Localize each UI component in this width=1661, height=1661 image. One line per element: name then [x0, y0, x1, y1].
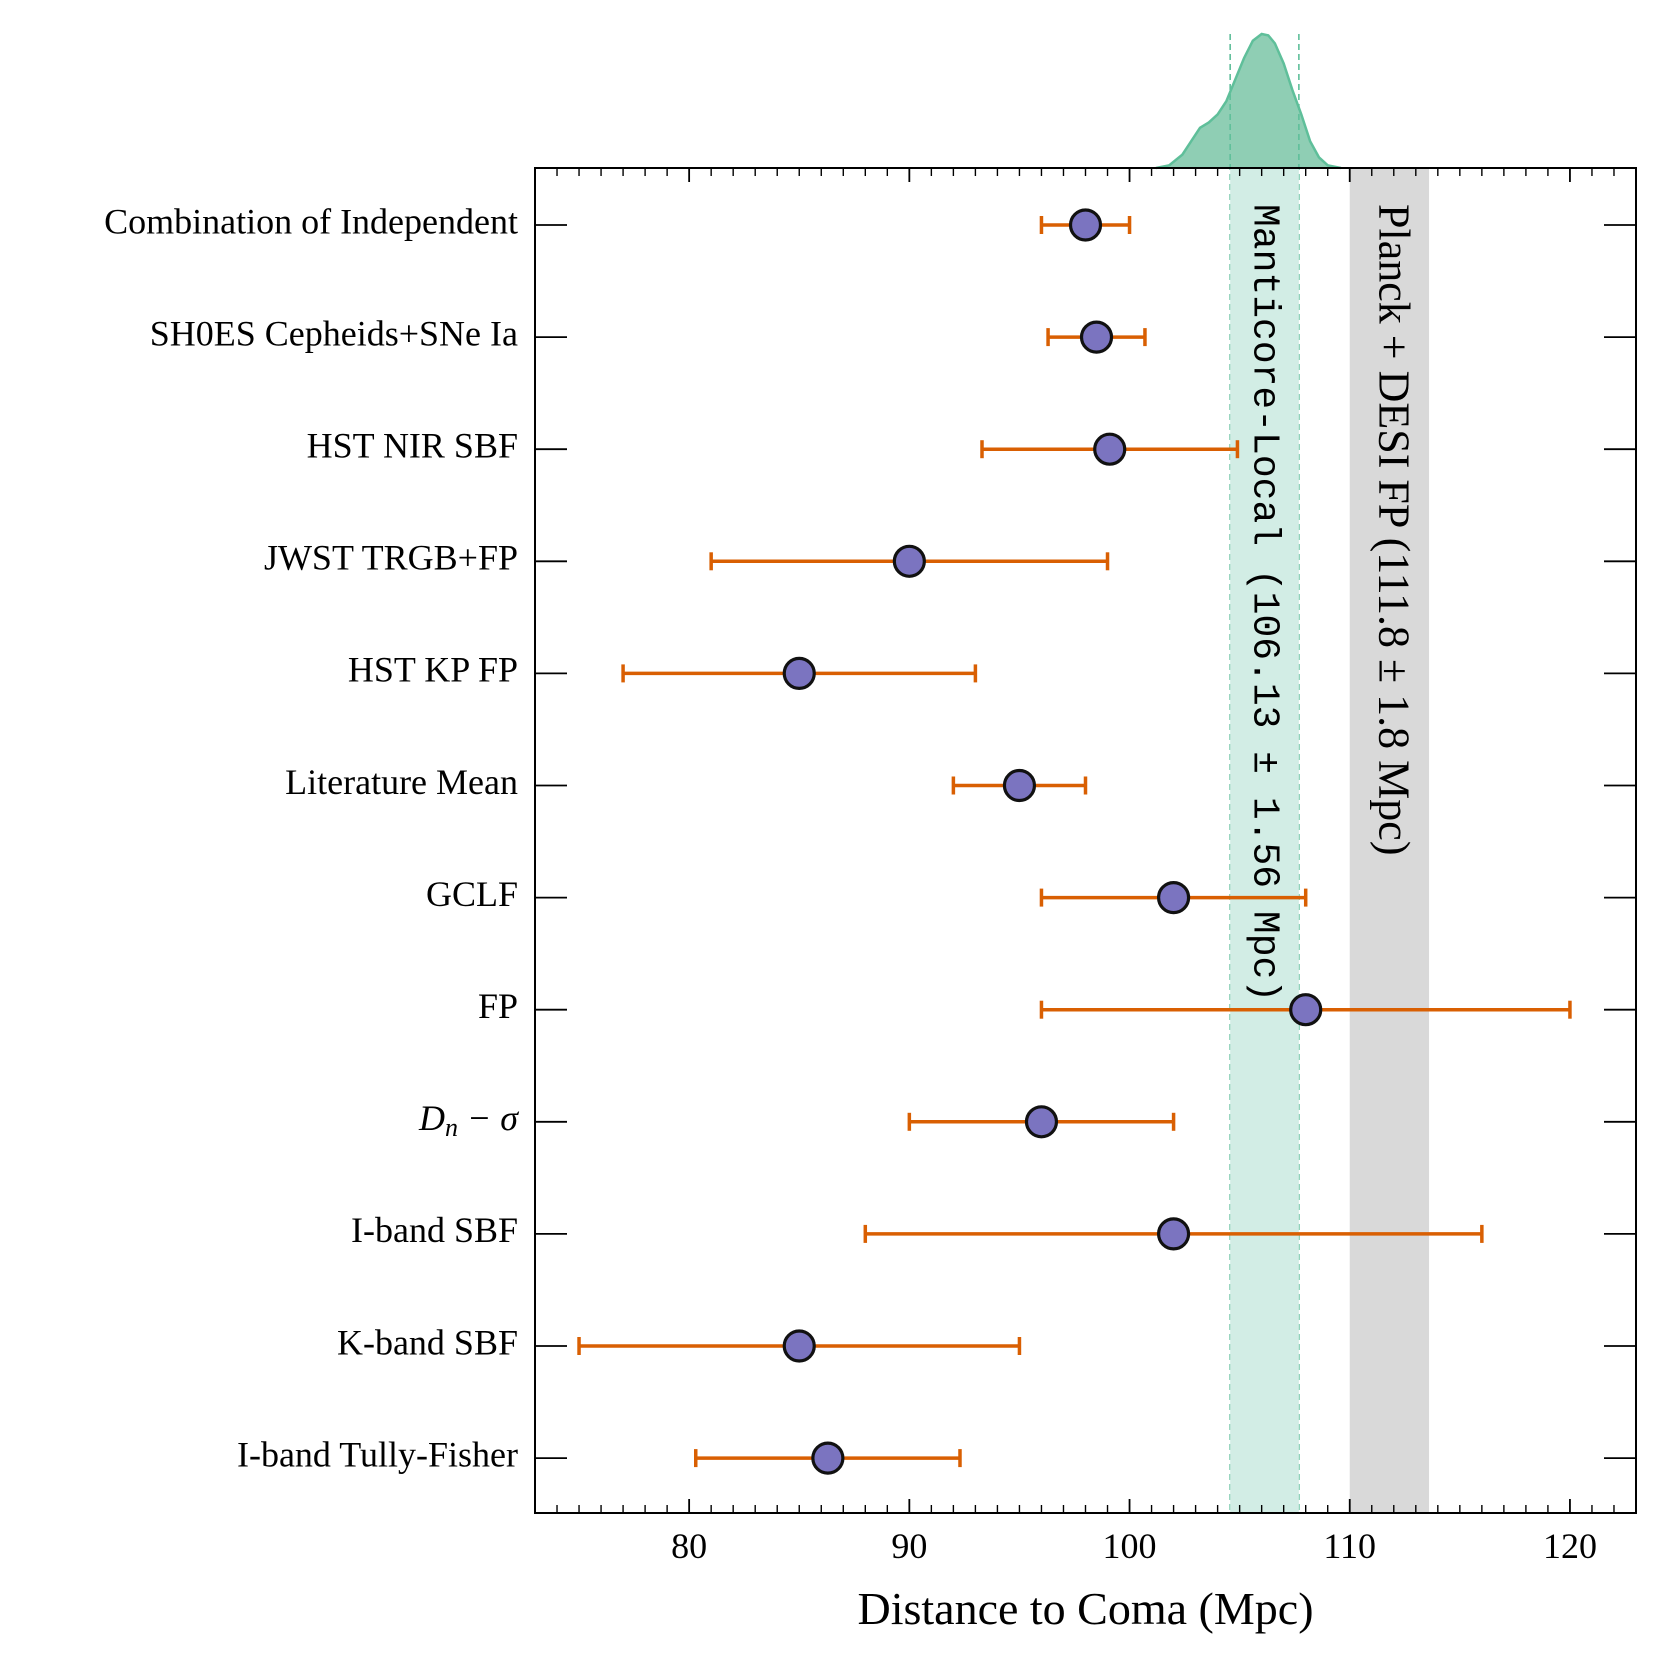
y-label: Dn − σ: [418, 1098, 519, 1142]
manticore-local-band: [1230, 168, 1299, 1513]
data-point: [1024, 1105, 1059, 1139]
data-point: [782, 656, 816, 691]
kde-fill: [1155, 34, 1341, 168]
data-point: [1156, 1217, 1191, 1251]
planck-band-label: Planck + DESI FP (111.8 ± 1.8 Mpc): [1369, 204, 1418, 856]
y-label: Literature Mean: [285, 762, 518, 802]
reference-bands: [1230, 168, 1430, 1513]
y-label: Combination of Independent: [104, 201, 518, 241]
plot-frame: [534, 167, 1637, 1514]
y-label: HST NIR SBF: [307, 425, 518, 465]
data-point: [1289, 993, 1323, 1027]
data-point: [1068, 208, 1103, 242]
data-point: [782, 1329, 816, 1363]
y-label: I-band Tully-Fisher: [237, 1434, 518, 1474]
x-tick-label: 80: [671, 1526, 707, 1566]
y-label: JWST TRGB+FP: [264, 538, 518, 578]
y-label: K-band SBF: [337, 1322, 518, 1362]
axis-ticks: [535, 168, 1636, 1513]
data-point: [1002, 768, 1037, 803]
band-labels: Manticore-Local (106.13 ± 1.56 Mpc) Planc…: [1242, 204, 1418, 1002]
data-point: [892, 544, 926, 578]
y-label: SH0ES Cepheids+SNe Ia: [150, 313, 518, 353]
x-tick-labels: 80 90 100 110 120: [671, 1526, 1597, 1566]
y-label: FP: [478, 986, 518, 1026]
y-label: I-band SBF: [351, 1210, 518, 1250]
kde-curve: [1155, 32, 1342, 170]
y-category-labels: Combination of Independent SH0ES Cepheids…: [104, 201, 519, 1474]
y-label: HST KP FP: [348, 650, 518, 690]
data-point: [1156, 880, 1191, 915]
x-tick-label: 110: [1323, 1526, 1376, 1566]
data-point: [1093, 432, 1127, 466]
data-point: [811, 1441, 845, 1475]
x-axis-title: Distance to Coma (Mpc): [857, 1583, 1313, 1634]
x-tick-label: 100: [1103, 1526, 1157, 1566]
x-tick-label: 120: [1543, 1526, 1597, 1566]
x-tick-label: 90: [891, 1526, 927, 1566]
data-point: [1079, 320, 1114, 354]
planck-desi-band: [1349, 168, 1430, 1513]
manticore-band-label: Manticore-Local (106.13 ± 1.56 Mpc): [1242, 204, 1285, 1002]
data-markers: [782, 208, 1323, 1475]
y-label: GCLF: [426, 874, 518, 914]
